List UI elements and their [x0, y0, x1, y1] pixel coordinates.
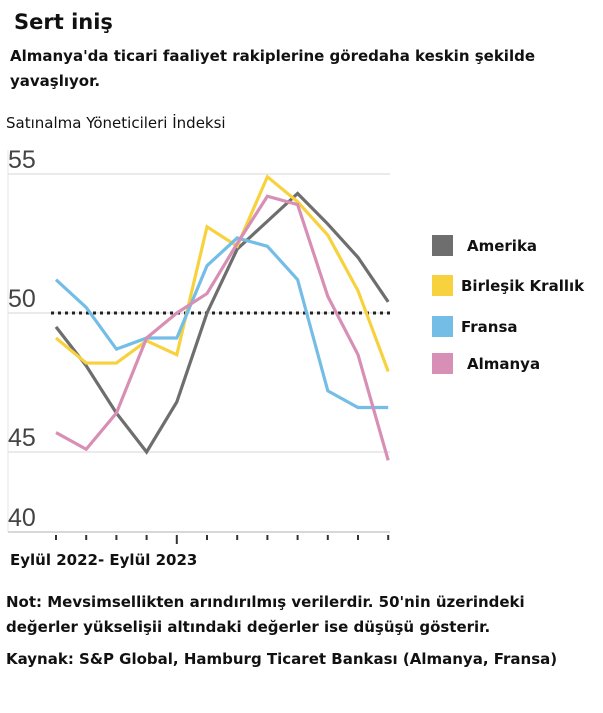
note-line-1: Not: Mevsimsellikten arındırılmış verile…: [6, 593, 525, 611]
legend-item: Birleşik Krallık: [432, 275, 584, 296]
y-tick-label: 45: [8, 424, 36, 452]
series-line-almanya: [55, 194, 390, 461]
subtitle-line-2: yavaşlıyor.: [10, 72, 101, 90]
y-axis-label: Satınalma Yöneticileri İndeksi: [6, 114, 226, 132]
legend-item: Almanya: [432, 353, 540, 374]
legend-label: Fransa: [461, 317, 518, 336]
y-tick-label: 50: [8, 285, 36, 313]
subtitle-line-1: Almanya'da ticari faaliyet rakiplerine g…: [10, 47, 535, 65]
legend-swatch: [432, 235, 453, 256]
legend-label: Birleşik Krallık: [461, 276, 585, 295]
legend-swatch: [432, 275, 453, 296]
series-line-fransa: [54, 236, 389, 410]
chart-title: Sert iniş: [14, 10, 113, 34]
legend-swatch: [432, 316, 453, 337]
series-line-birleşik-krallık: [54, 174, 390, 372]
x-axis-label: Eylül 2022- Eylül 2023: [10, 551, 198, 569]
series-line-amerika: [54, 191, 390, 455]
note-line-2: değerler yükselişii altındaki değerler i…: [6, 618, 491, 636]
legend-label: Amerika: [467, 236, 538, 255]
legend-label: Almanya: [467, 354, 541, 373]
y-tick-label: 55: [8, 146, 36, 174]
legend-swatch: [432, 353, 453, 374]
y-tick-label: 40: [8, 504, 36, 532]
legend-item: Fransa: [432, 316, 518, 337]
legend-item: Amerika: [432, 235, 537, 256]
source-line: Kaynak: S&P Global, Hamburg Ticaret Bank…: [6, 650, 558, 668]
